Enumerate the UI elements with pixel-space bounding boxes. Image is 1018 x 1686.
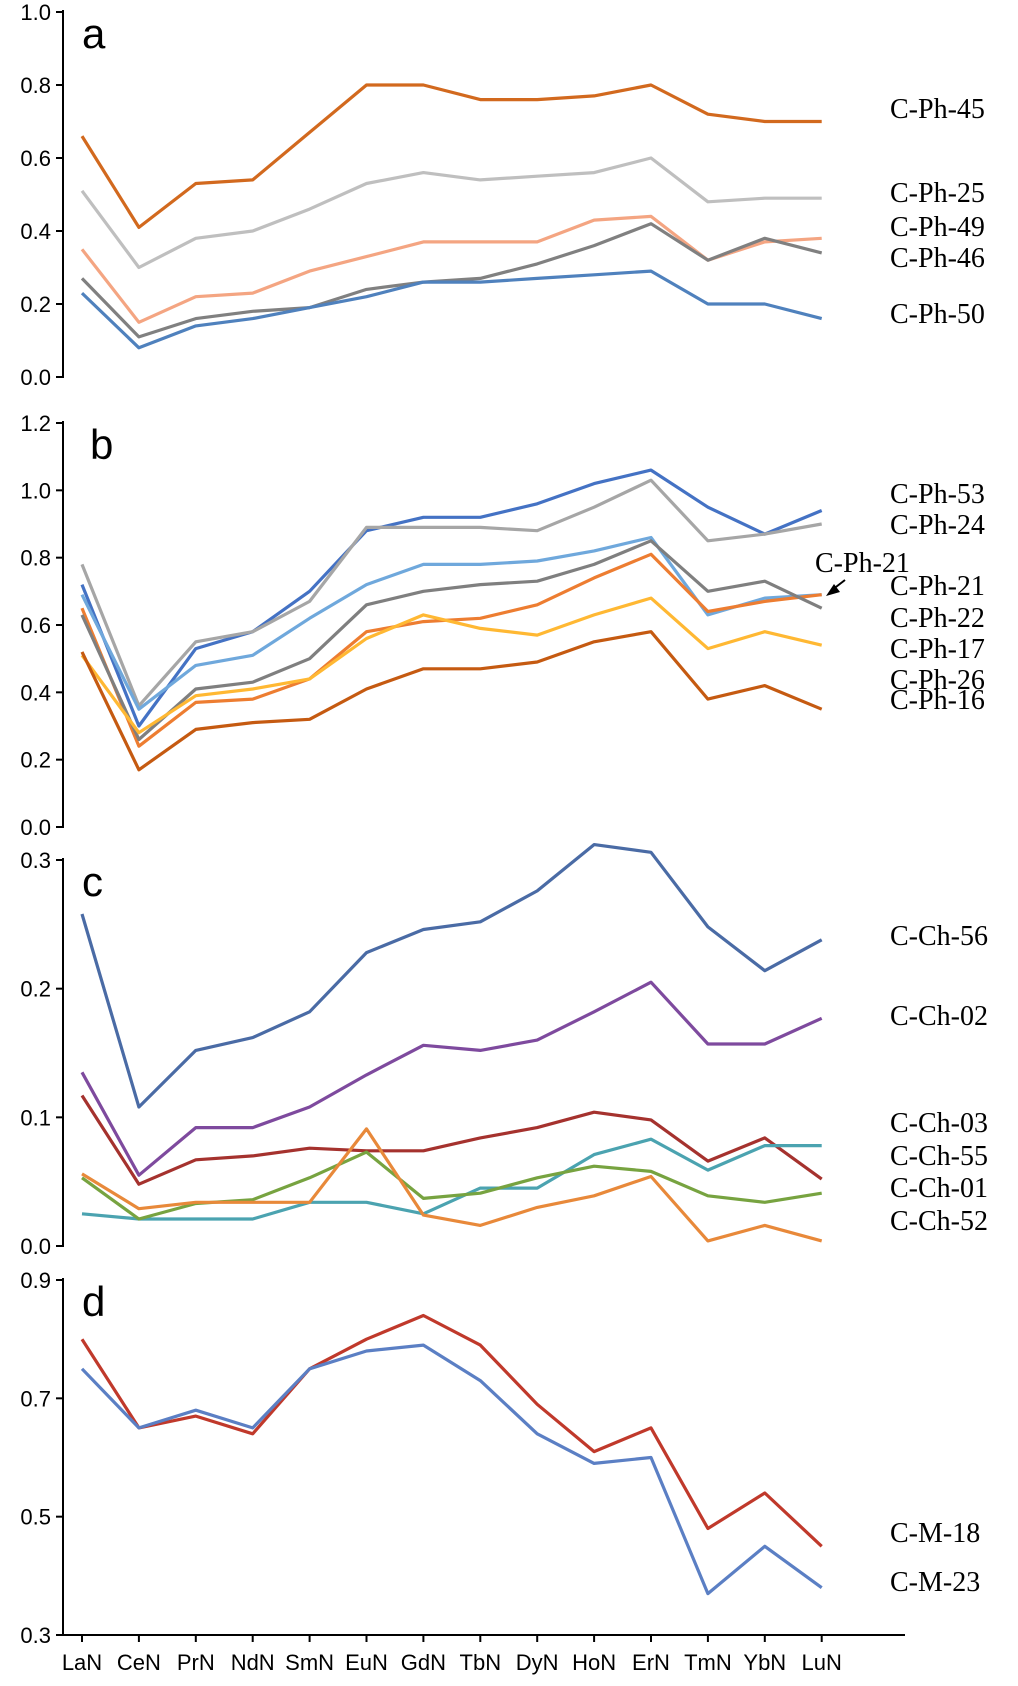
x-tick-label: EuN xyxy=(345,1650,388,1675)
annotation-arrow-head xyxy=(826,584,840,596)
series-line-c-ch-55 xyxy=(81,1137,822,1221)
series-label-c-ph-49: C-Ph-49 xyxy=(890,212,985,243)
x-tick-label: SmN xyxy=(285,1650,334,1675)
y-tick-label: 1.0 xyxy=(20,478,51,503)
y-tick-label: 0.0 xyxy=(20,1234,51,1259)
y-tick-label: 0.8 xyxy=(20,73,51,98)
series-line-c-ph-22 xyxy=(80,552,822,748)
series-line-c-ph-46 xyxy=(80,222,823,339)
series-label-c-ch-55: C-Ch-55 xyxy=(890,1141,988,1172)
series-label-c-ch-03: C-Ch-03 xyxy=(890,1108,988,1139)
series-label-c-ch-52: C-Ch-52 xyxy=(890,1206,988,1237)
series-line-c-ch-56 xyxy=(80,842,823,1109)
x-tick-label: GdN xyxy=(401,1650,446,1675)
x-tick-label: ErN xyxy=(632,1650,670,1675)
y-tick-label: 0.6 xyxy=(20,613,51,638)
x-tick-label: HoN xyxy=(572,1650,616,1675)
panel-d: 0.3 0.5 0.7 0.9 d C-M-18 C-M-23 xyxy=(20,1268,980,1648)
series-label-c-ph-50: C-Ph-50 xyxy=(890,299,985,330)
series-line-c-ph-16 xyxy=(80,630,823,772)
series-line-c-ph-49 xyxy=(80,214,822,324)
x-tick-label: TmN xyxy=(684,1650,732,1675)
y-tick-label: 0.6 xyxy=(20,146,51,171)
x-tick-label: DyN xyxy=(516,1650,559,1675)
panel-c: 0.00.10.20.3 cC-Ch-56C-Ch-02C-Ch-03C-Ch-5… xyxy=(20,842,988,1259)
series-line-c-ch-02 xyxy=(80,980,823,1177)
x-axis: LaN CeN PrN NdN SmN EuN GdN TbN DyN HoN ErN TmN YbN L… xyxy=(62,1634,905,1675)
x-tick-label: NdN xyxy=(231,1650,275,1675)
x-tick-label: CeN xyxy=(117,1650,161,1675)
y-tick-label: 0.3 xyxy=(20,848,51,873)
series-label-c-ph-26: C-Ph-26 xyxy=(890,665,985,696)
y-tick-label: 0.1 xyxy=(20,1105,51,1130)
x-tick-label: TbN xyxy=(460,1650,502,1675)
y-tick-label: 0.4 xyxy=(20,219,51,244)
series-label-c-ch-56: C-Ch-56 xyxy=(890,921,988,952)
y-tick-label: 0.7 xyxy=(20,1386,51,1411)
panel-letter: c xyxy=(82,858,103,905)
y-tick-label: 0.4 xyxy=(20,680,51,705)
y-tick-label: 0.5 xyxy=(20,1505,51,1530)
y-tick-label: 0.2 xyxy=(20,977,51,1002)
x-tick-label: PrN xyxy=(177,1650,215,1675)
x-tick-label: LuN xyxy=(802,1650,842,1675)
series-label-c-m-23: C-M-23 xyxy=(890,1567,980,1598)
series-line-c-ph-25 xyxy=(80,156,822,270)
panel-letter: b xyxy=(90,421,113,468)
series-label-c-ph-53: C-Ph-53 xyxy=(890,479,985,510)
series-label-c-ph-21: C-Ph-21 xyxy=(890,571,985,602)
series-label-c-ph-46: C-Ph-46 xyxy=(890,243,985,274)
series-line-c-ph-53 xyxy=(80,468,823,728)
panel-b: 0.0 0.2 0.4 0.6 0.8 1.0 1.2 b C-Ph-53C-Ph-24 C-Ph… xyxy=(20,411,985,840)
y-tick-label: 0.2 xyxy=(20,748,51,773)
series-line-c-m-23 xyxy=(80,1343,823,1596)
series-line-c-ph-17 xyxy=(80,539,823,742)
y-tick-label: 0.8 xyxy=(20,546,51,571)
series-line-c-ch-52 xyxy=(81,1127,823,1243)
series-label-c-ph-45: C-Ph-45 xyxy=(890,94,985,125)
y-tick-label: 1.2 xyxy=(20,411,51,436)
series-label-c-m-18: C-M-18 xyxy=(890,1518,980,1549)
annotation-label: C-Ph-21 xyxy=(815,548,910,579)
series-line-c-ph-21 xyxy=(80,535,822,711)
series-line-c-m-18 xyxy=(80,1313,823,1548)
y-tick-label: 0.9 xyxy=(20,1268,51,1293)
panel-a: 0.0 0.2 0.4 0.6 0.8 1.0 a C-Ph-45 C-Ph-25C-Ph-49… xyxy=(20,0,985,390)
y-tick-label: 0.3 xyxy=(20,1623,51,1648)
series-label-c-ch-01: C-Ch-01 xyxy=(890,1173,988,1204)
x-tick-label: LaN xyxy=(62,1650,102,1675)
series-label-c-ph-22: C-Ph-22 xyxy=(890,603,985,634)
series-line-c-ch-03 xyxy=(80,1094,823,1186)
series-line-c-ph-26 xyxy=(80,596,823,735)
x-tick-label: YbN xyxy=(743,1650,786,1675)
series-line-c-ph-50 xyxy=(80,269,823,350)
y-tick-label: 1.0 xyxy=(20,0,51,25)
series-label-c-ch-02: C-Ch-02 xyxy=(890,1001,988,1032)
panel-letter: d xyxy=(82,1278,105,1325)
series-line-c-ph-24 xyxy=(80,478,822,708)
panel-letter: a xyxy=(82,10,106,57)
series-line-c-ph-45 xyxy=(80,83,822,229)
series-label-c-ph-16: C-Ph-16 xyxy=(890,685,985,716)
series-label-c-ph-24: C-Ph-24 xyxy=(890,510,985,541)
y-tick-label: 0.0 xyxy=(20,365,51,390)
y-tick-label: 0.0 xyxy=(20,815,51,840)
y-tick-label: 0.2 xyxy=(20,292,51,317)
series-label-c-ph-17: C-Ph-17 xyxy=(890,634,985,665)
series-label-c-ph-25: C-Ph-25 xyxy=(890,178,985,209)
